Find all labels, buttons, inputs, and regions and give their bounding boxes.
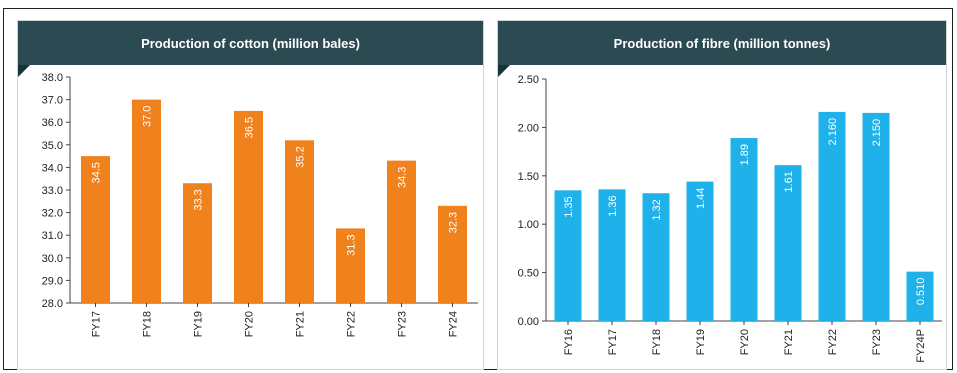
data-label: 32.3 [448,212,460,233]
bar [234,110,263,304]
x-tick-label: FY22 [346,311,358,337]
y-tick-label: 32.0 [42,208,63,220]
x-tick-label: FY23 [871,329,883,355]
y-tick-label: 31.0 [42,230,63,242]
x-tick-label: FY19 [695,329,707,355]
data-label: 2.160 [827,118,839,146]
bar [438,205,467,303]
x-tick-label: FY18 [651,329,663,355]
x-tick-label: FY18 [142,311,154,337]
y-tick-label: 37.0 [42,95,63,107]
bar [642,193,670,321]
x-tick-label: FY21 [295,311,307,337]
x-tick-label: FY24P [915,329,927,363]
y-tick-label: 2.50 [518,74,539,86]
x-tick-label: FY23 [397,311,409,337]
bar [81,156,110,303]
fibre-chart-panel: Production of fibre (million tonnes) 0.0… [497,20,947,370]
bar [774,165,802,321]
x-tick-label: FY19 [193,311,205,337]
chart-title: Production of cotton (million bales) [18,21,483,65]
data-label: 0.510 [915,278,927,306]
data-label: 1.89 [739,144,751,165]
cotton-chart-panel: Production of cotton (million bales) 28.… [17,20,484,370]
y-tick-label: 1.50 [518,171,539,183]
x-tick-label: FY17 [91,311,103,337]
data-label: 1.32 [651,199,663,220]
data-label: 1.61 [783,171,795,192]
data-label: 36.5 [244,117,256,138]
x-tick-label: FY21 [783,329,795,355]
header-fold-decoration [498,65,510,77]
y-tick-label: 0.00 [518,316,539,328]
x-tick-label: FY17 [607,329,619,355]
bar [387,160,416,303]
fibre-chart: 0.00 0.50 1.00 1.50 2.00 2.50 FY16 1.35 FY17 1.36… [518,74,942,363]
y-tick-label: 29.0 [42,275,63,287]
bar [730,138,758,321]
bar [183,183,212,303]
data-label: 1.36 [607,195,619,216]
data-label: 34.5 [91,162,103,183]
bar [686,181,714,321]
data-label: 1.44 [695,188,707,209]
y-tick-label: 30.0 [42,253,63,265]
data-label: 34.3 [397,167,409,188]
y-tick-label: 36.0 [42,117,63,129]
cotton-chart: 28.0 29.0 30.0 31.0 32.0 33.0 34.0 35.0 36.0 37.0… [42,72,478,337]
chart-title: Production of fibre (million tonnes) [498,21,946,65]
x-tick-label: FY20 [739,329,751,355]
y-tick-label: 38.0 [42,72,63,84]
bar [818,111,846,321]
x-tick-label: FY24 [448,311,460,337]
data-label: 37.0 [142,106,154,127]
y-tick-label: 1.00 [518,219,539,231]
x-tick-label: FY16 [563,329,575,355]
data-label: 35.2 [295,146,307,167]
bar [554,190,582,321]
y-tick-label: 33.0 [42,185,63,197]
bar [598,189,626,321]
x-tick-label: FY20 [244,311,256,337]
header-fold-decoration [18,65,30,77]
bar [132,99,161,303]
y-tick-label: 34.0 [42,162,63,174]
bar [906,271,934,321]
y-tick-label: 35.0 [42,140,63,152]
y-tick-label: 0.50 [518,268,539,280]
data-label: 31.3 [346,234,358,255]
data-label: 33.3 [193,189,205,210]
y-tick-label: 2.00 [518,122,539,134]
data-label: 2.150 [871,119,883,147]
data-label: 1.35 [563,196,575,217]
y-tick-label: 28.0 [42,298,63,310]
bar [862,112,890,321]
bar [336,228,365,303]
bar [285,140,314,303]
x-tick-label: FY22 [827,329,839,355]
